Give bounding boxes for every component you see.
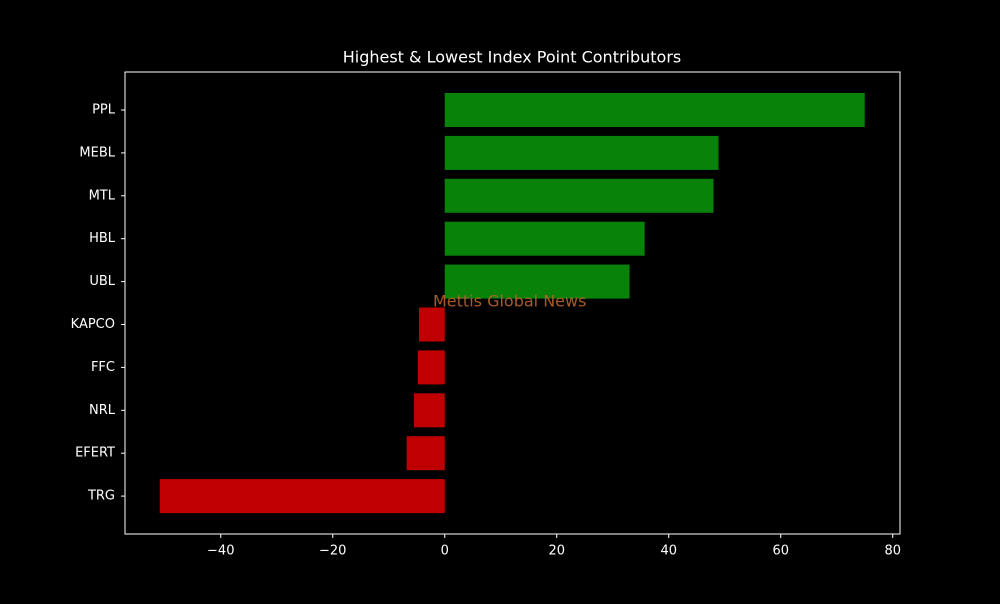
bar [413,393,445,428]
x-tick-label: −20 [319,544,346,559]
x-tick-label: 80 [884,544,901,559]
y-tick-label: HBL [89,231,116,246]
bar [444,264,630,299]
y-tick-label: PPL [92,103,116,118]
x-tick-label: 20 [548,544,565,559]
watermark: Mettis Global News [433,292,586,311]
x-tick-label: 60 [772,544,789,559]
x-tick-label: −40 [207,544,234,559]
chart-title: Highest & Lowest Index Point Contributor… [343,48,682,67]
y-tick-label: TRG [87,489,115,504]
bar [444,221,645,256]
y-tick-label: MTL [89,188,116,203]
bar [418,307,445,342]
plot-frame [124,71,901,535]
bar [417,350,445,385]
y-tick-label: UBL [89,274,115,289]
y-tick-label: FFC [91,360,115,375]
bar [444,93,865,127]
bar [159,479,445,514]
bar [406,436,445,471]
bar [444,135,719,170]
y-tick-label: MEBL [79,145,115,160]
y-tick-label: NRL [89,403,116,418]
x-tick-label: 0 [441,544,449,559]
x-tick-label: 40 [660,544,677,559]
y-tick-label: EFERT [75,446,115,461]
y-tick-label: KAPCO [71,317,115,332]
bar [444,178,714,213]
